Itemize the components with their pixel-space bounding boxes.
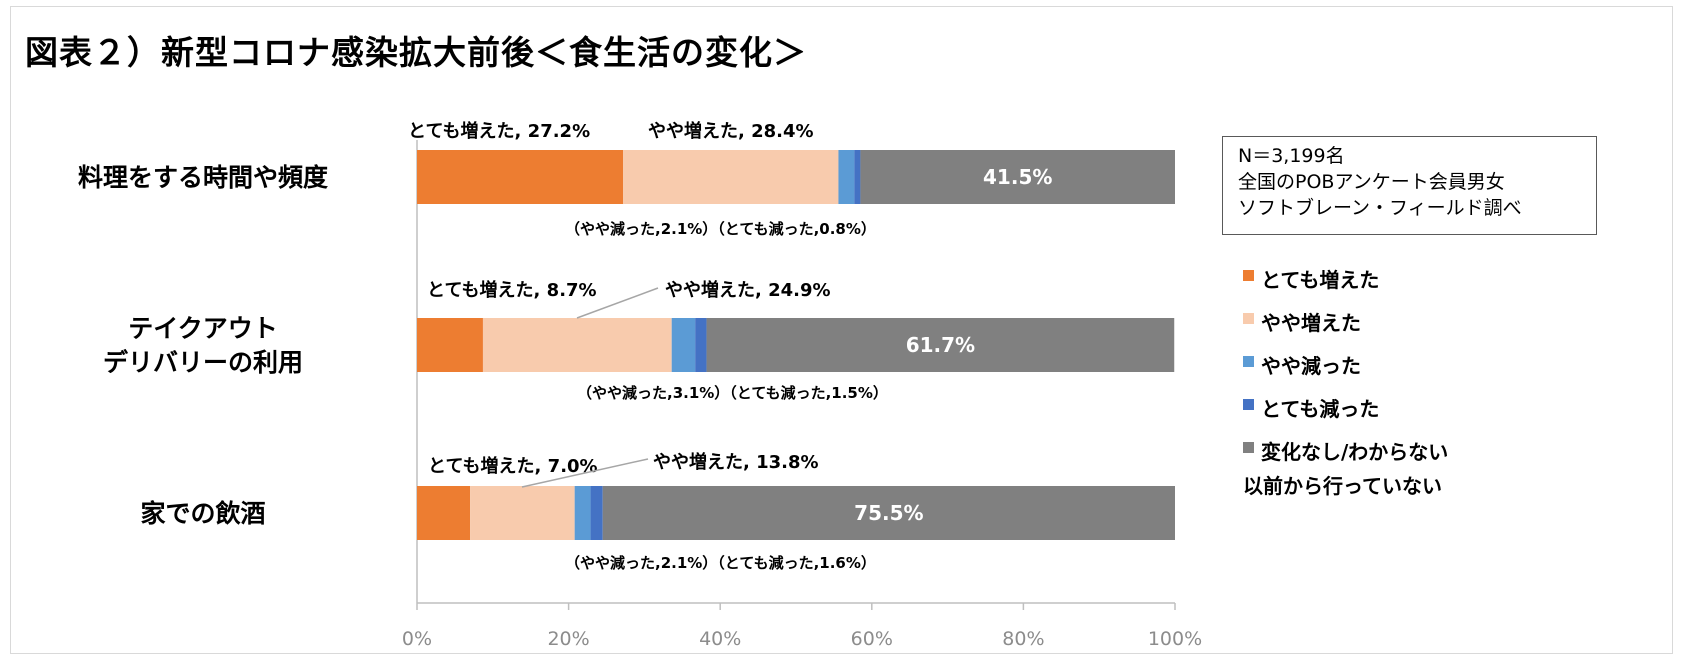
- bar-segment: [591, 486, 603, 540]
- data-label-somewhat-increased: やや増えた, 24.9%: [665, 279, 831, 301]
- bar-segment: [470, 486, 575, 540]
- category-label: デリバリーの利用: [103, 348, 303, 377]
- category-label: 家での飲酒: [140, 499, 265, 528]
- data-label-no-change: 41.5%: [983, 165, 1052, 189]
- data-label-decreased: （やや減った,2.1%）（とても減った,0.8%）: [565, 220, 876, 238]
- legend-label: とても減った: [1261, 392, 1379, 426]
- note-source: ソフトブレーン・フィールド調べ: [1238, 195, 1581, 221]
- data-label-no-change: 61.7%: [906, 333, 975, 357]
- legend-swatch: [1243, 442, 1254, 453]
- category-label: 料理をする時間や頻度: [78, 163, 328, 192]
- x-tick-label: 40%: [699, 628, 741, 650]
- legend-swatch: [1243, 270, 1254, 281]
- bar-segment: [417, 318, 483, 372]
- bar-segment: [695, 318, 706, 372]
- bar-segment: [575, 486, 591, 540]
- legend-label: 変化なし/わからない 以前から行っていない: [1261, 435, 1448, 503]
- bar-segment: [854, 150, 860, 204]
- bar-segment: [417, 486, 470, 540]
- x-tick-label: 60%: [851, 628, 893, 650]
- legend-swatch: [1243, 356, 1254, 367]
- bar-segment: [623, 150, 838, 204]
- bar-segment: [672, 318, 695, 372]
- legend-label: とても増えた: [1261, 263, 1379, 297]
- data-label-greatly-increased: とても増えた, 8.7%: [427, 279, 597, 301]
- category-label: テイクアウト: [128, 314, 278, 343]
- note-population: 全国のPOBアンケート会員男女: [1238, 169, 1581, 195]
- x-tick-label: 20%: [547, 628, 589, 650]
- legend-swatch: [1243, 313, 1254, 324]
- bar-segment: [483, 318, 672, 372]
- data-label-somewhat-increased: やや増えた, 28.4%: [648, 120, 814, 142]
- legend-label: やや増えた: [1261, 306, 1361, 340]
- data-label-somewhat-increased: やや増えた, 13.8%: [653, 451, 819, 473]
- bar-segment: [417, 150, 623, 204]
- survey-note-box: N＝3,199名 全国のPOBアンケート会員男女 ソフトブレーン・フィールド調べ: [1222, 136, 1597, 235]
- data-label-greatly-increased: とても増えた, 7.0%: [428, 455, 598, 477]
- note-sample-size: N＝3,199名: [1238, 143, 1581, 169]
- data-label-greatly-increased: とても増えた, 27.2%: [408, 120, 590, 142]
- data-label-decreased: （やや減った,2.1%）（とても減った,1.6%）: [565, 554, 876, 572]
- data-label-decreased: （やや減った,3.1%）（とても減った,1.5%）: [577, 384, 888, 402]
- bar-segment: [838, 150, 854, 204]
- legend-swatch: [1243, 399, 1254, 410]
- data-label-no-change: 75.5%: [854, 501, 923, 525]
- x-tick-label: 100%: [1148, 628, 1202, 650]
- x-tick-label: 0%: [402, 628, 432, 650]
- x-tick-label: 80%: [1002, 628, 1044, 650]
- legend-label: やや減った: [1261, 349, 1361, 383]
